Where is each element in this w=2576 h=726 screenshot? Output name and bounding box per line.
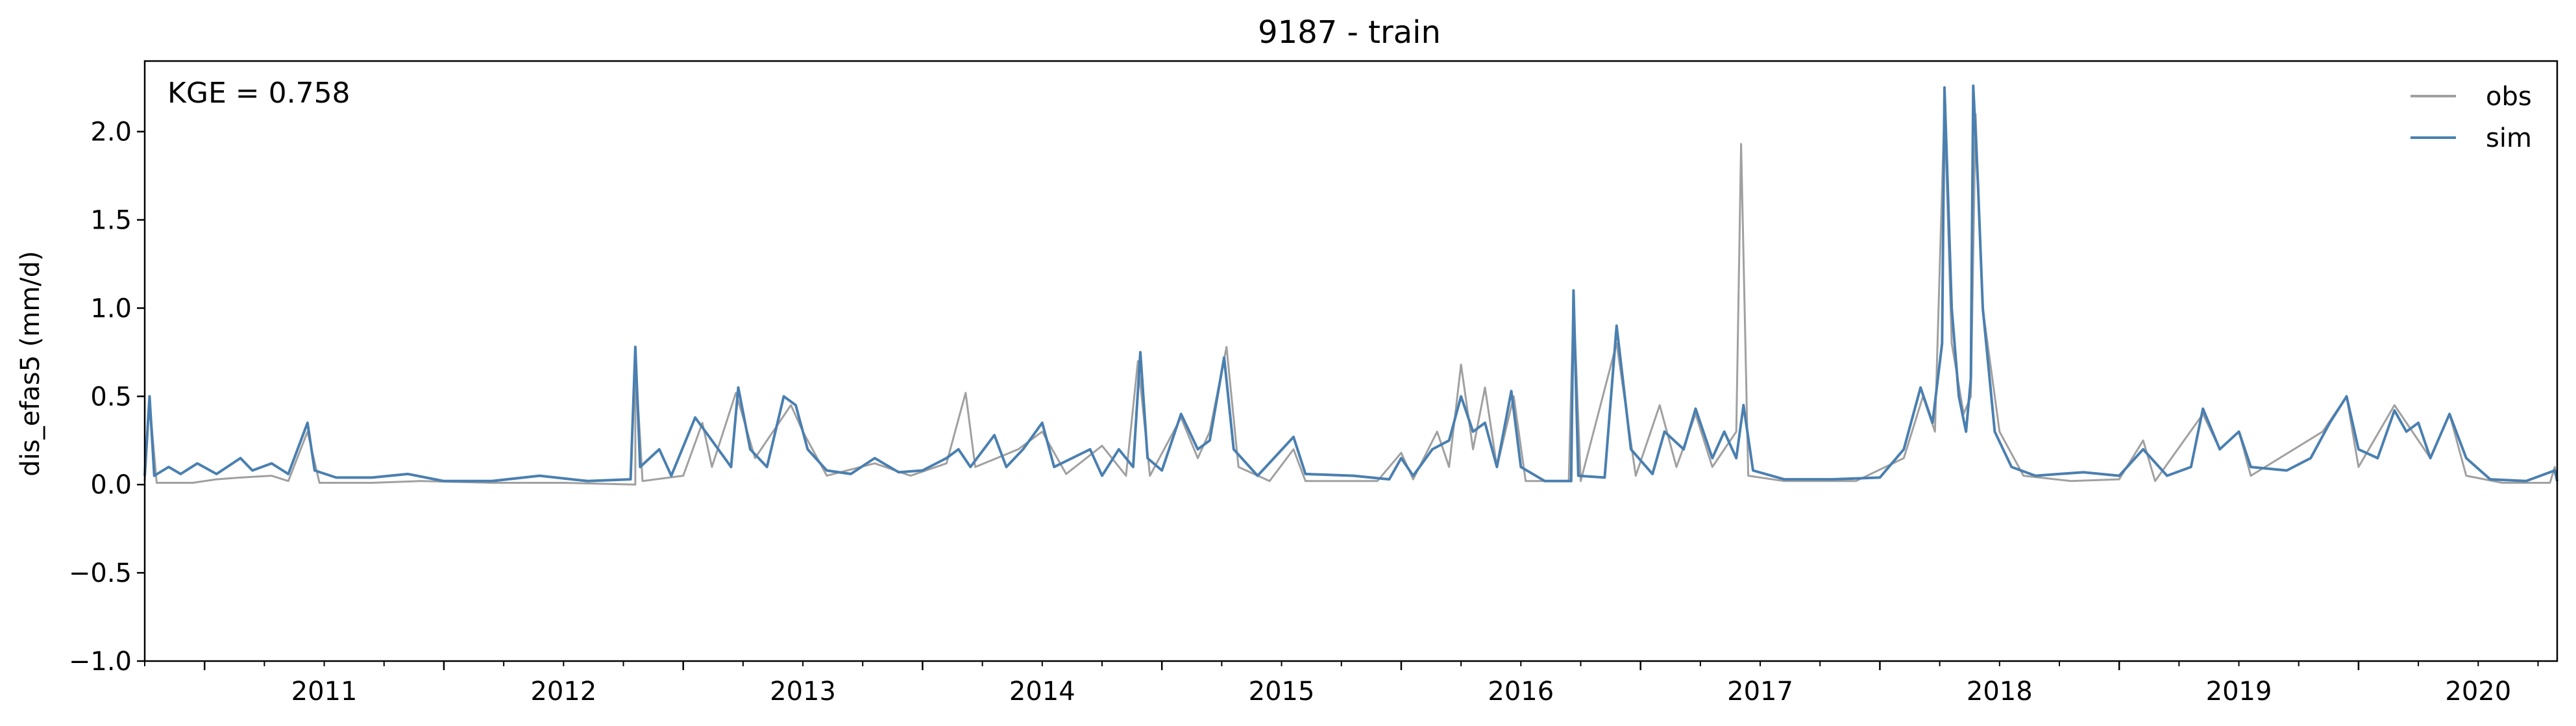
x-tick-label: 2019 bbox=[2206, 677, 2272, 707]
y-tick-label: 0.0 bbox=[90, 470, 132, 500]
x-tick-label: 2012 bbox=[530, 677, 596, 707]
y-tick-label: 2.0 bbox=[90, 118, 132, 147]
x-tick-label: 2017 bbox=[1727, 677, 1793, 707]
y-tick-label: 1.5 bbox=[90, 206, 132, 236]
x-tick-label: 2013 bbox=[770, 677, 836, 707]
legend-label-sim: sim bbox=[2486, 123, 2532, 153]
y-tick-label: −1.0 bbox=[69, 647, 132, 677]
kge-annotation: KGE = 0.758 bbox=[167, 77, 350, 110]
series-line-sim bbox=[143, 84, 2558, 482]
y-tick-label: −0.5 bbox=[69, 558, 132, 588]
legend-label-obs: obs bbox=[2486, 82, 2532, 112]
plot-area: −1.0 −0.5 0.0 0.5 1.0 1.5 2.0 2011 2012 2013 2014 2… bbox=[69, 60, 2558, 707]
x-tick-label: 2011 bbox=[291, 677, 358, 707]
x-tick-label: 2014 bbox=[1009, 677, 1075, 707]
y-tick-label: 1.0 bbox=[90, 294, 132, 323]
series-line-obs bbox=[143, 104, 2558, 486]
y-tick-label: 0.5 bbox=[90, 382, 132, 412]
x-tick-label: 2018 bbox=[1967, 677, 2033, 707]
x-tick-label: 2016 bbox=[1488, 677, 1554, 707]
y-axis-label: dis_efas5 (mm/d) bbox=[16, 251, 45, 477]
chart-title: 9187 - train bbox=[1258, 14, 1441, 51]
x-tick-label: 2015 bbox=[1249, 677, 1315, 707]
plot-frame bbox=[143, 60, 2558, 662]
x-tick-label: 2020 bbox=[2445, 677, 2511, 707]
